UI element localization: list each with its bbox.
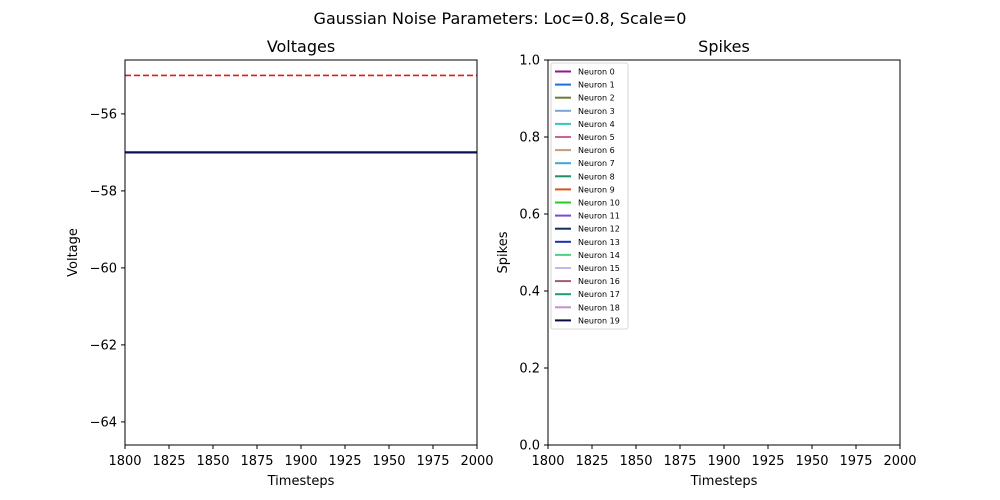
- x-tick-label: 1850: [196, 454, 229, 469]
- x-tick-label: 1875: [240, 454, 273, 469]
- legend-entry: Neuron 12: [578, 225, 620, 234]
- legend-entry: Neuron 15: [578, 264, 620, 273]
- x-tick-label: 1825: [575, 454, 608, 469]
- y-tick-label: 0.0: [519, 439, 540, 454]
- legend-entry: Neuron 9: [578, 185, 615, 194]
- y-tick-label: −60: [90, 261, 117, 276]
- legend-entry: Neuron 10: [578, 199, 620, 208]
- legend-entry: Neuron 8: [578, 172, 615, 181]
- legend-entry: Neuron 16: [578, 277, 620, 286]
- y-tick-label: 1.0: [519, 54, 540, 69]
- legend-entry: Neuron 11: [578, 212, 620, 221]
- x-tick-label: 1975: [416, 454, 449, 469]
- x-tick-label: 1825: [152, 454, 185, 469]
- voltages-xlabel: Timesteps: [267, 474, 335, 489]
- y-tick-label: −64: [90, 415, 117, 430]
- x-tick-label: 1800: [531, 454, 564, 469]
- x-tick-label: 1950: [795, 454, 828, 469]
- legend-entry: Neuron 14: [578, 251, 620, 260]
- y-tick-label: −58: [90, 184, 117, 199]
- y-tick-label: 0.4: [519, 285, 540, 300]
- voltages-plot-area: 1800 1825 1850 1875 1900 1925 1950 1975 2000 −64 −…: [90, 74, 494, 469]
- spikes-ylabel: Spikes: [496, 231, 511, 273]
- x-tick-label: 2000: [460, 454, 493, 469]
- spikes-frame: [547, 59, 901, 446]
- x-tick-label: 1975: [839, 454, 872, 469]
- voltages-axes: Voltages 1800 1825 1850 1875 1900 1925 1950 197…: [66, 37, 494, 489]
- figure-title: Gaussian Noise Parameters: Loc=0.8, Scal…: [314, 9, 687, 28]
- spikes-plot-area: 1800 1825 1850 1875 1900 1925 1950 1975 2000 0.0 0…: [519, 54, 916, 470]
- legend-entry: Neuron 0: [578, 68, 615, 77]
- legend-entry: Neuron 5: [578, 133, 615, 142]
- voltages-frame: [124, 59, 478, 446]
- x-tick-label: 1800: [108, 454, 141, 469]
- x-tick-label: 2000: [883, 454, 916, 469]
- voltages-ylabel: Voltage: [66, 228, 81, 277]
- voltages-title: Voltages: [267, 37, 335, 56]
- y-tick-label: 0.2: [519, 362, 540, 377]
- legend-entry: Neuron 19: [578, 316, 620, 325]
- y-tick-label: −62: [90, 338, 117, 353]
- x-tick-label: 1900: [284, 454, 317, 469]
- x-tick-label: 1875: [663, 454, 696, 469]
- x-tick-label: 1900: [707, 454, 740, 469]
- x-tick-label: 1925: [751, 454, 784, 469]
- spikes-title: Spikes: [698, 37, 750, 56]
- legend-entry: Neuron 7: [578, 159, 615, 168]
- legend-entry: Neuron 13: [578, 238, 620, 247]
- x-tick-label: 1850: [619, 454, 652, 469]
- y-tick-label: 0.8: [519, 131, 540, 146]
- legend-entry: Neuron 6: [578, 146, 615, 155]
- spikes-xlabel: Timesteps: [690, 474, 758, 489]
- legend-entry: Neuron 3: [578, 107, 615, 116]
- y-tick-label: 0.6: [519, 208, 540, 223]
- x-tick-label: 1950: [372, 454, 405, 469]
- spikes-axes: Spikes 1800 1825 1850 1875 1900 1925 1950 1975 2…: [496, 37, 917, 489]
- legend-entry: Neuron 1: [578, 81, 615, 90]
- legend-entry: Neuron 4: [578, 120, 615, 129]
- legend-entry: Neuron 18: [578, 303, 620, 312]
- x-tick-label: 1925: [328, 454, 361, 469]
- y-tick-label: −56: [90, 107, 117, 122]
- legend-entry: Neuron 2: [578, 94, 615, 103]
- spikes-legend: Neuron 0 Neuron 1 Neuron 2 Neuron 3 Neuron 4…: [550, 62, 629, 330]
- legend-box: [550, 62, 629, 330]
- legend-entry: Neuron 17: [578, 290, 620, 299]
